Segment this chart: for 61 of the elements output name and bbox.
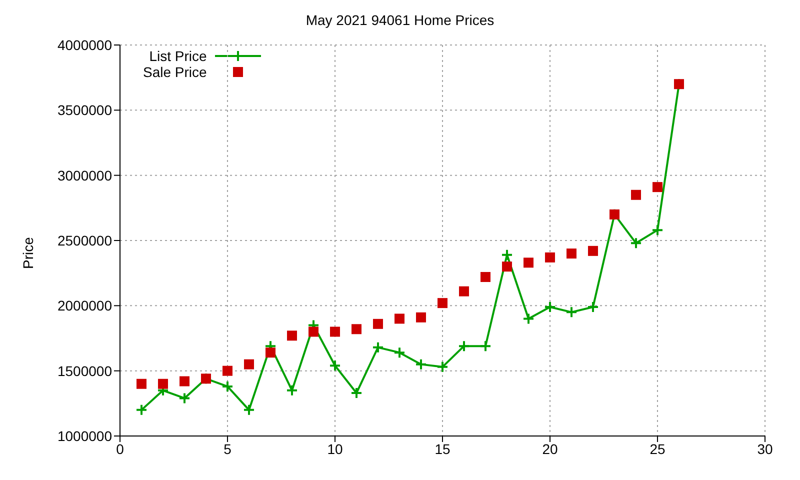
x-tick-label: 5: [224, 440, 232, 457]
point: [588, 246, 598, 256]
point: [480, 340, 492, 352]
point: [652, 224, 664, 236]
point: [438, 298, 448, 308]
point: [544, 300, 556, 313]
y-tick-label: 2500000: [57, 232, 112, 248]
point: [415, 358, 427, 370]
point: [436, 360, 448, 373]
point: [243, 404, 255, 416]
y-tick-label: 4000000: [57, 36, 112, 53]
point: [458, 340, 470, 352]
y-axis-title: Price: [20, 236, 36, 271]
x-tick-label: 20: [542, 440, 558, 457]
x-tick-label: 0: [116, 440, 124, 457]
y-tick-label: 3500000: [57, 102, 112, 118]
point: [394, 314, 404, 324]
point: [373, 318, 383, 329]
point: [524, 258, 534, 268]
point: [631, 190, 641, 200]
point: [587, 300, 599, 313]
point: [630, 237, 642, 250]
point: [158, 378, 168, 389]
point: [394, 346, 406, 359]
point: [178, 392, 190, 404]
point: [330, 326, 340, 337]
point: [136, 378, 146, 389]
y-tick-label: 1500000: [57, 362, 112, 379]
point: [459, 286, 469, 296]
point: [180, 376, 190, 386]
point: [136, 404, 148, 416]
point: [522, 312, 534, 325]
point: [286, 384, 298, 396]
point: [480, 272, 490, 282]
y-tick-label: 3000000: [57, 167, 112, 184]
y-tick-label: 2000000: [57, 298, 112, 314]
point: [352, 324, 362, 334]
point: [222, 366, 232, 376]
legend-label: Sale Price: [143, 64, 207, 80]
x-tick-label: 25: [650, 440, 666, 457]
point: [287, 330, 297, 341]
y-tick-label: 1000000: [57, 428, 112, 444]
point: [502, 262, 512, 272]
point: [652, 182, 662, 192]
point: [566, 306, 578, 318]
point: [222, 380, 234, 392]
chart-title: May 2021 94061 Home Prices: [304, 12, 496, 28]
point: [372, 341, 384, 354]
x-tick-label: 15: [434, 440, 450, 457]
point: [350, 386, 362, 399]
point: [329, 360, 341, 372]
point: [416, 312, 426, 322]
point: [266, 348, 276, 358]
x-tick-label: 30: [757, 440, 773, 457]
point: [545, 252, 555, 262]
point: [308, 326, 318, 337]
point: [566, 248, 576, 259]
point: [501, 248, 513, 261]
point: [244, 359, 254, 370]
x-tick-label: 10: [327, 440, 343, 457]
legend-label: List Price: [149, 48, 207, 64]
